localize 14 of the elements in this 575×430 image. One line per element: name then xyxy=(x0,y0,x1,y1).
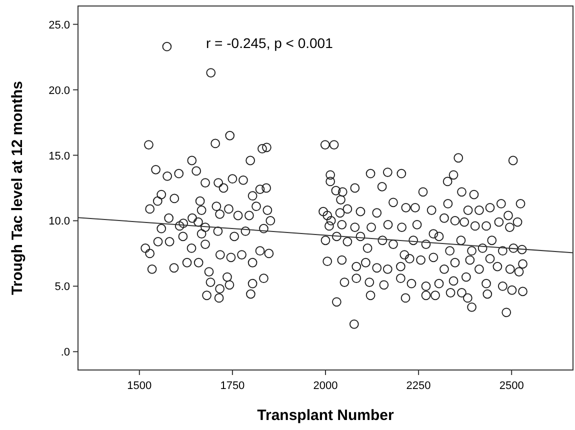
annotation: r = -0.245, p < 0.001 xyxy=(206,35,334,51)
y-tick-label: 20.0 xyxy=(48,84,70,97)
x-tick-label: 2500 xyxy=(499,380,524,392)
x-tick-label: 1500 xyxy=(127,380,152,392)
y-axis-title: Trough Tac level at 12 months xyxy=(9,81,26,295)
y-tick-label: 15.0 xyxy=(48,150,70,162)
x-axis-title: Transplant Number xyxy=(257,407,394,424)
x-tick-label: 2000 xyxy=(313,380,338,392)
x-tick-label: 2250 xyxy=(406,380,431,392)
y-tick-label: 10.0 xyxy=(48,216,70,228)
y-tick-label: 5.0 xyxy=(54,281,70,294)
y-tick-label: 25.0 xyxy=(48,19,70,32)
x-tick-label: 1750 xyxy=(220,380,245,392)
y-tick-label: .0 xyxy=(60,346,70,359)
